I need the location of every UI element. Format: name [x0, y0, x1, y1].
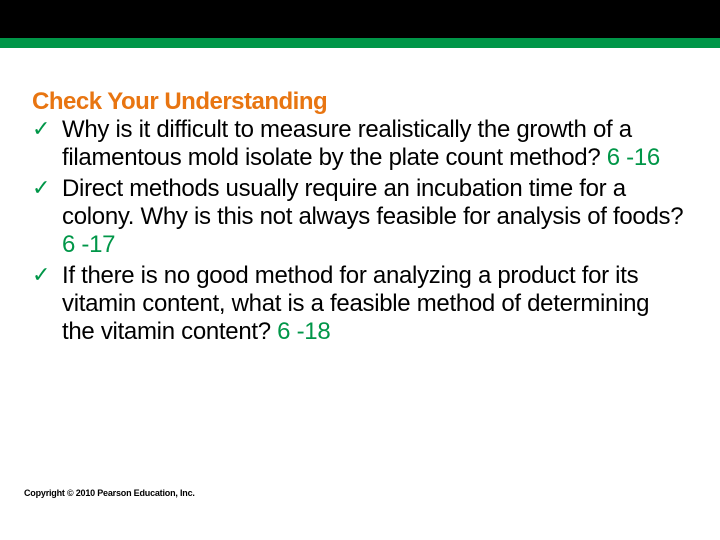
- item-text: Why is it difficult to measure realistic…: [62, 116, 632, 171]
- content-area: Check Your Understanding ✓ Why is it dif…: [0, 88, 720, 347]
- item-text: Direct methods usually require an incuba…: [62, 175, 683, 230]
- checkmark-icon: ✓: [32, 175, 50, 201]
- item-ref: 6 -16: [607, 144, 660, 171]
- copyright-text: Copyright © 2010 Pearson Education, Inc.: [24, 488, 195, 498]
- item-text: If there is no good method for analyzing…: [62, 262, 649, 346]
- bullet-list: ✓ Why is it difficult to measure realist…: [32, 116, 688, 347]
- slide: Check Your Understanding ✓ Why is it dif…: [0, 0, 720, 540]
- list-item: ✓ If there is no good method for analyzi…: [32, 262, 688, 347]
- item-ref: 6 -18: [277, 318, 330, 345]
- item-ref: 6 -17: [62, 231, 115, 258]
- top-bar: [0, 0, 720, 38]
- list-item: ✓ Why is it difficult to measure realist…: [32, 116, 688, 173]
- heading: Check Your Understanding: [32, 88, 688, 116]
- checkmark-icon: ✓: [32, 116, 50, 142]
- green-strip: [0, 38, 720, 48]
- checkmark-icon: ✓: [32, 262, 50, 288]
- list-item: ✓ Direct methods usually require an incu…: [32, 175, 688, 260]
